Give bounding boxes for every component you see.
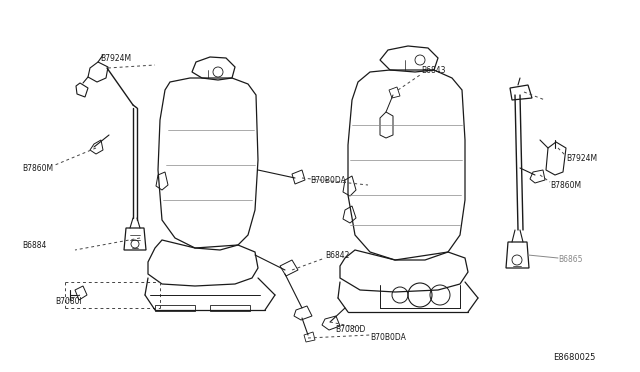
Text: B70B0DA: B70B0DA bbox=[370, 334, 406, 343]
Text: B7860M: B7860M bbox=[22, 164, 53, 173]
Text: B7080D: B7080D bbox=[335, 326, 365, 334]
Bar bbox=[155, 305, 195, 311]
Text: B7080I: B7080I bbox=[55, 298, 82, 307]
Text: E8680025: E8680025 bbox=[552, 353, 595, 362]
Text: B6884: B6884 bbox=[22, 241, 46, 250]
Text: B6865: B6865 bbox=[558, 256, 582, 264]
Text: B6843: B6843 bbox=[421, 65, 445, 74]
Text: B7860M: B7860M bbox=[550, 180, 581, 189]
Bar bbox=[210, 305, 250, 311]
Text: B70B0DA: B70B0DA bbox=[310, 176, 346, 185]
Text: B6842: B6842 bbox=[325, 250, 349, 260]
Text: B7924M: B7924M bbox=[100, 54, 131, 62]
Text: B7924M: B7924M bbox=[566, 154, 597, 163]
